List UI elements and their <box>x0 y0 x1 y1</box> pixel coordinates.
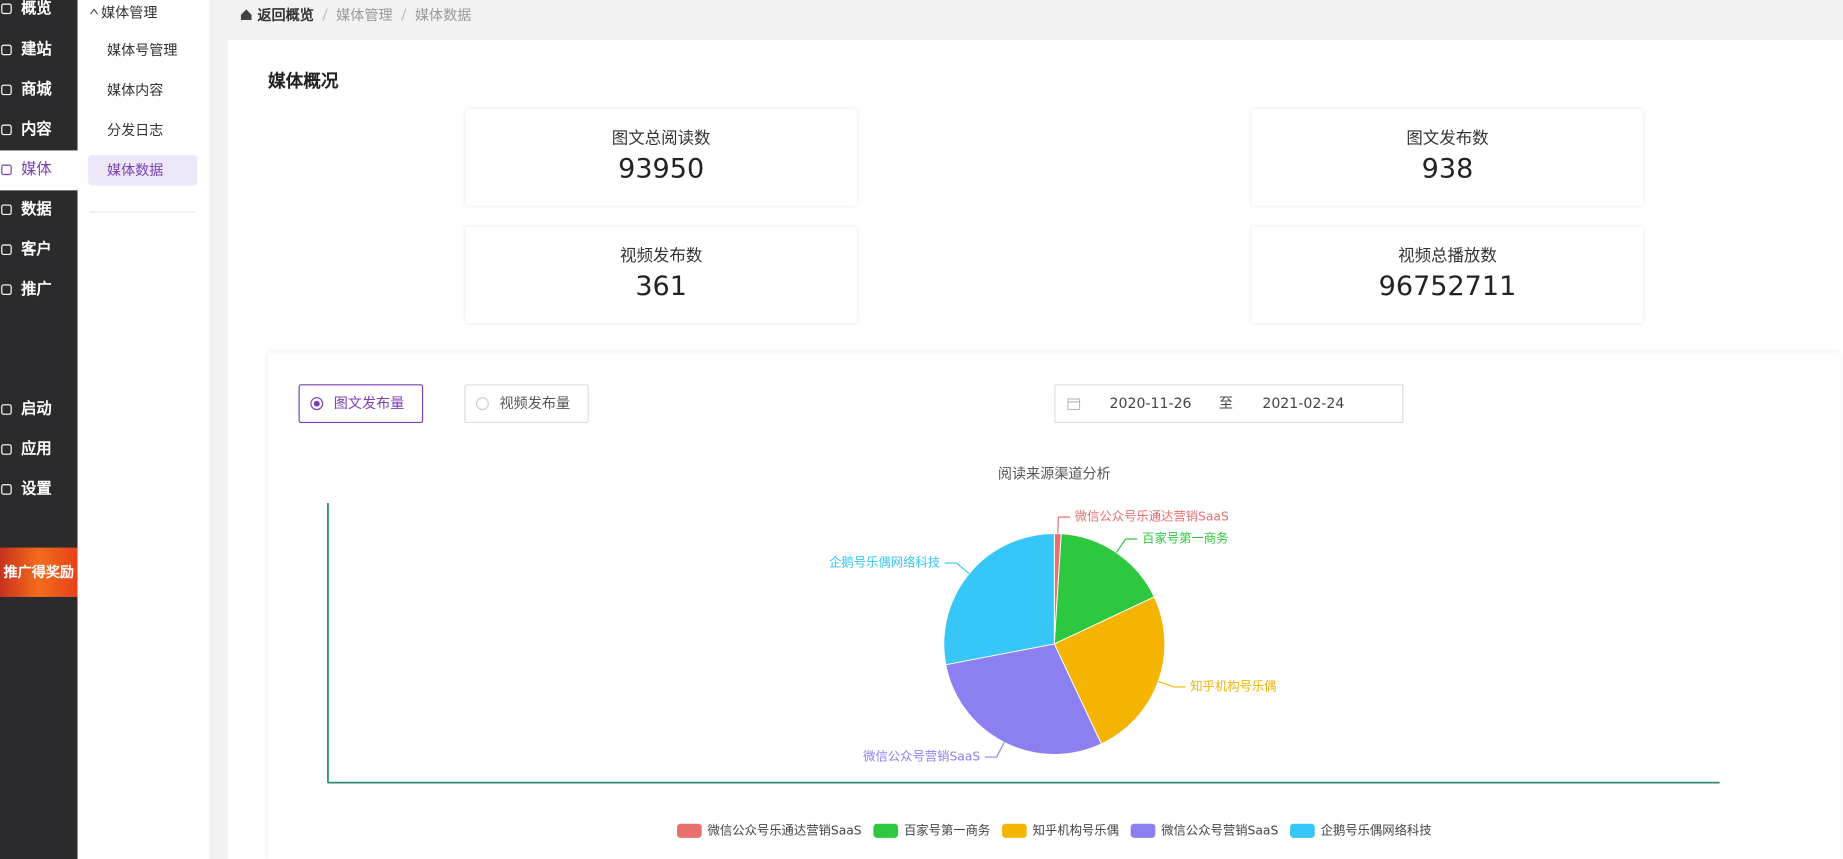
submenu-group[interactable]: 媒体管理 <box>101 4 158 22</box>
tab-label: 视频发布量 <box>499 394 571 412</box>
caret <box>90 8 99 15</box>
nav-icon <box>1 204 12 216</box>
stat-value: 361 <box>635 271 687 303</box>
stat-label: 图文发布数 <box>1406 129 1489 149</box>
nav-icon <box>1 164 12 176</box>
stat-label: 视频发布数 <box>620 246 703 266</box>
legend-swatch[interactable] <box>677 823 702 838</box>
chart-title: 阅读来源渠道分析 <box>998 466 1111 483</box>
nav-label: 数据 <box>21 200 52 219</box>
nav-item[interactable]: 客户 <box>0 230 78 270</box>
legend-label[interactable]: 微信公众号营销SaaS <box>1161 823 1278 837</box>
nav-item[interactable]: 内容 <box>0 110 78 150</box>
slice-label: 微信公众号乐通达营销SaaS <box>1075 510 1229 524</box>
label-line <box>1115 538 1138 553</box>
stat-card: 图文发布数 938 <box>1251 109 1644 206</box>
nav-label: 设置 <box>21 480 52 499</box>
breadcrumb-item[interactable]: 媒体管理 <box>336 7 393 24</box>
slice-label: 企鹅号乐偶网络科技 <box>829 555 940 570</box>
sidebar: 概览建站商城内容媒体数据客户推广启动应用设置 <box>0 0 78 859</box>
nav-label: 建站 <box>21 41 52 59</box>
pie-slice[interactable] <box>943 533 1055 666</box>
nav-icon <box>1 404 12 415</box>
nav-label: 应用 <box>21 440 52 459</box>
nav-item[interactable]: 媒体 <box>0 150 78 191</box>
nav-icon <box>1 84 12 96</box>
legend-label[interactable]: 知乎机构号乐偶 <box>1033 822 1119 837</box>
tab-label: 图文发布量 <box>333 394 405 412</box>
home-icon <box>240 9 252 20</box>
nav-icon <box>1 484 12 495</box>
nav-icon <box>1 284 12 295</box>
nav-label: 内容 <box>21 121 52 139</box>
stat-value: 93950 <box>618 153 705 185</box>
page-title: 媒体概况 <box>267 70 339 92</box>
date-start[interactable]: 2020-11-26 <box>1109 394 1192 412</box>
nav-item[interactable]: 推广 <box>0 270 78 310</box>
legend-swatch[interactable] <box>873 823 899 838</box>
nav-label: 客户 <box>21 240 52 259</box>
legend-swatch[interactable] <box>1290 823 1315 838</box>
submenu-item[interactable]: 媒体数据 <box>88 155 198 186</box>
label-line <box>1057 516 1071 534</box>
legend-swatch[interactable] <box>1002 823 1027 838</box>
nav-label: 概览 <box>21 0 52 18</box>
nav-icon <box>1 3 12 15</box>
nav-item[interactable]: 设置 <box>0 470 78 510</box>
pie-slice[interactable] <box>945 643 1102 755</box>
date-range[interactable]: 2020-11-26 至 2021-02-24 <box>1054 384 1404 424</box>
label-line <box>944 562 970 574</box>
nav-icon <box>1 244 12 255</box>
legend: 微信公众号乐通达营销SaaS 百家号第一商务 知乎机构号乐偶 微信公众号营销SaaS 企… <box>677 822 1432 838</box>
breadcrumb-home[interactable]: 返回概览 <box>257 7 314 24</box>
nav-item[interactable]: 应用 <box>0 430 78 470</box>
stat-card: 视频发布数 361 <box>465 226 857 324</box>
legend-swatch[interactable] <box>1130 823 1156 838</box>
nav-icon <box>1 444 12 455</box>
stat-card: 视频总播放数 96752711 <box>1251 226 1644 324</box>
submenu-item[interactable]: 媒体内容 <box>106 82 164 99</box>
breadcrumb-item: 媒体数据 <box>414 7 472 24</box>
date-separator: 至 <box>1218 394 1233 412</box>
stat-card: 图文总阅读数 93950 <box>465 109 857 206</box>
stat-label: 视频总播放数 <box>1398 246 1497 266</box>
nav-icon <box>1 44 12 56</box>
slice-label: 知乎机构号乐偶 <box>1190 678 1276 693</box>
slice-label: 百家号第一商务 <box>1142 530 1228 545</box>
date-end[interactable]: 2021-02-24 <box>1262 394 1345 412</box>
radio-tab[interactable]: 视频发布量 <box>464 384 589 424</box>
radio-tab[interactable]: 图文发布量 <box>298 384 424 424</box>
nav-item[interactable]: 数据 <box>0 190 78 230</box>
breadcrumb: 返回概览 媒体管理 媒体数据 <box>240 5 472 26</box>
legend-label[interactable]: 百家号第一商务 <box>904 822 990 837</box>
submenu-item[interactable]: 分发日志 <box>106 122 164 139</box>
stat-label: 图文总阅读数 <box>611 129 711 149</box>
nav-item[interactable]: 商城 <box>0 71 78 111</box>
calendar-icon <box>1067 398 1081 411</box>
submenu: 媒体管理 媒体号管理媒体内容分发日志媒体数据 <box>77 0 210 859</box>
divider <box>89 211 196 213</box>
stat-value: 938 <box>1421 153 1474 185</box>
nav-label: 商城 <box>21 81 52 99</box>
nav-item[interactable]: 建站 <box>0 31 78 71</box>
nav-icon <box>1 124 12 136</box>
label-line <box>1158 680 1186 688</box>
promo-banner[interactable]: 推广得奖励 <box>0 547 78 597</box>
nav-item[interactable]: 概览 <box>0 0 78 29</box>
slice-label: 微信公众号营销SaaS <box>863 750 980 764</box>
nav-label: 媒体 <box>21 160 52 179</box>
stat-value: 96752711 <box>1378 271 1517 303</box>
nav-label: 启动 <box>21 400 52 419</box>
legend-label[interactable]: 微信公众号乐通达营销SaaS <box>708 823 862 837</box>
label-line <box>984 742 1005 758</box>
nav-item[interactable]: 启动 <box>0 390 78 430</box>
submenu-item[interactable]: 媒体号管理 <box>106 42 178 59</box>
legend-label[interactable]: 企鹅号乐偶网络科技 <box>1321 822 1432 837</box>
nav-label: 推广 <box>21 280 52 299</box>
